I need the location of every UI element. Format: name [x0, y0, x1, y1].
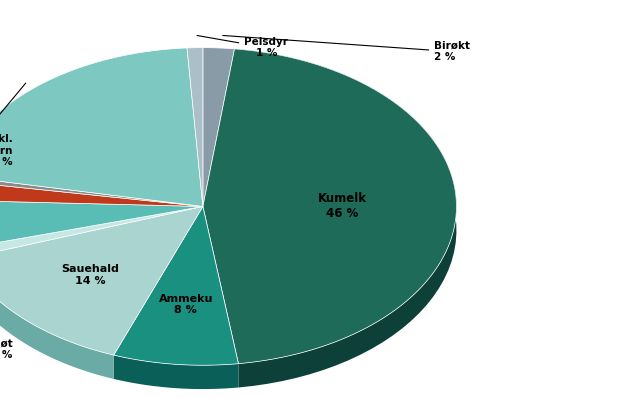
- Polygon shape: [113, 355, 238, 389]
- Polygon shape: [0, 259, 113, 379]
- Polygon shape: [0, 181, 203, 206]
- Text: Pelsdyr
1 %: Pelsdyr 1 %: [197, 35, 288, 58]
- Polygon shape: [203, 48, 235, 206]
- Text: Hagebruk inkl.
potet og korn
21 %: Hagebruk inkl. potet og korn 21 %: [0, 83, 26, 168]
- Polygon shape: [235, 49, 456, 387]
- Polygon shape: [0, 206, 203, 355]
- Text: Ammeku
8 %: Ammeku 8 %: [158, 293, 213, 315]
- Polygon shape: [0, 48, 203, 206]
- Polygon shape: [0, 206, 203, 259]
- Text: Kumelk
46 %: Kumelk 46 %: [318, 192, 367, 220]
- Text: Sauehald
14 %: Sauehald 14 %: [61, 264, 119, 286]
- Polygon shape: [113, 206, 238, 365]
- Polygon shape: [0, 200, 203, 249]
- Text: Fjørfekjøt
1 %: Fjørfekjøt 1 %: [0, 259, 13, 360]
- Polygon shape: [0, 175, 203, 206]
- Text: Birøkt
2 %: Birøkt 2 %: [223, 35, 470, 62]
- Polygon shape: [187, 48, 203, 206]
- Polygon shape: [203, 49, 456, 364]
